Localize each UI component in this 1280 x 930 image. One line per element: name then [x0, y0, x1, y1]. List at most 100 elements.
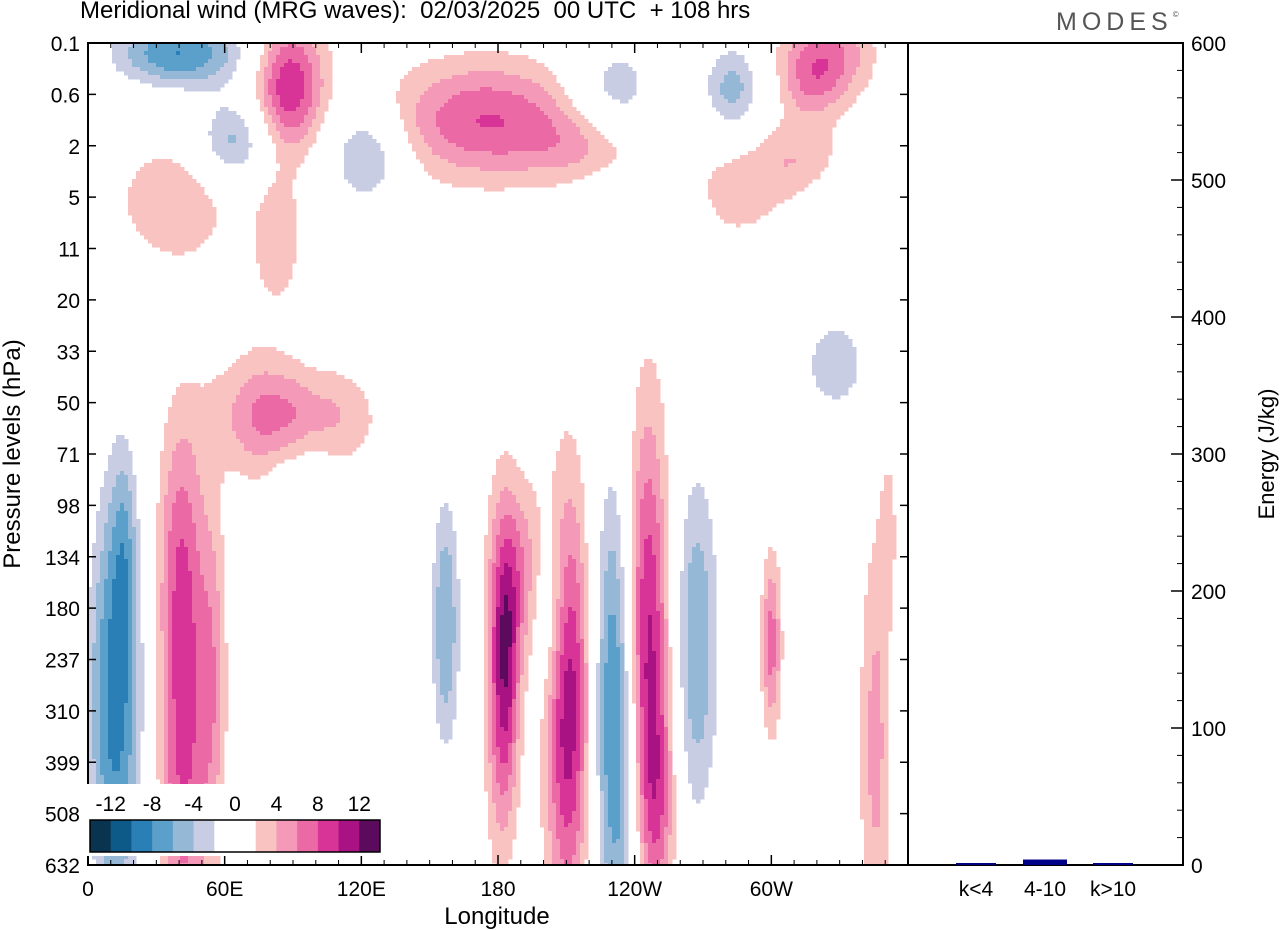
- heatmap-cell: [168, 159, 173, 164]
- heatmap-cell: [272, 271, 277, 276]
- heatmap-cell: [368, 415, 373, 420]
- heatmap-cell: [820, 51, 825, 56]
- heatmap-cell: [240, 379, 245, 384]
- heatmap-cell: [276, 239, 281, 244]
- heatmap-cell: [824, 79, 829, 84]
- heatmap-cell: [260, 387, 265, 392]
- heatmap-cell: [244, 127, 249, 132]
- heatmap-cell: [596, 167, 601, 172]
- heatmap-cell: [444, 143, 449, 148]
- heatmap-cell: [292, 243, 297, 248]
- heatmap-cell: [336, 403, 341, 408]
- heatmap-cell: [236, 147, 241, 152]
- heatmap-cell: [288, 219, 293, 224]
- heatmap-cell: [592, 155, 597, 160]
- heatmap-cell: [168, 67, 173, 72]
- heatmap-cell: [516, 131, 521, 136]
- heatmap-cell: [248, 367, 253, 372]
- heatmap-cell: [504, 183, 509, 188]
- heatmap-cell: [280, 163, 285, 168]
- heatmap-cell: [792, 71, 797, 76]
- heatmap-cell: [184, 47, 189, 52]
- heatmap-cell: [720, 79, 725, 84]
- heatmap-cell: [836, 83, 841, 88]
- heatmap-cell: [840, 379, 845, 384]
- heatmap-cell: [836, 79, 841, 84]
- heatmap-cell: [820, 163, 825, 168]
- heatmap-cell: [220, 119, 225, 124]
- heatmap-cell: [544, 147, 549, 152]
- heatmap-cell: [524, 131, 529, 136]
- heatmap-cell: [508, 155, 513, 160]
- heatmap-cell: [276, 395, 281, 400]
- heatmap-cell: [728, 51, 733, 56]
- heatmap-cell: [276, 55, 281, 60]
- heatmap-cell: [264, 407, 269, 412]
- heatmap-cell: [456, 67, 461, 72]
- heatmap-cell: [744, 87, 749, 92]
- heatmap-cell: [792, 107, 797, 112]
- heatmap-cell: [264, 263, 269, 268]
- heatmap-cell: [336, 379, 341, 384]
- heatmap-cell: [520, 159, 525, 164]
- heatmap-cell: [208, 47, 213, 52]
- heatmap-cell: [128, 47, 133, 52]
- heatmap-cell: [304, 91, 309, 96]
- heatmap-cell: [820, 99, 825, 104]
- heatmap-cell: [792, 163, 797, 168]
- heatmap-cell: [284, 95, 289, 100]
- heatmap-cell: [432, 123, 437, 128]
- heatmap-cell: [812, 47, 817, 52]
- heatmap-cell: [488, 103, 493, 108]
- heatmap-cell: [192, 407, 197, 412]
- heatmap-cell: [352, 415, 357, 420]
- heatmap-cell: [516, 99, 521, 104]
- heatmap-cell: [812, 355, 817, 360]
- heatmap-cell: [512, 107, 517, 112]
- heatmap-cell: [268, 359, 273, 364]
- heatmap-cell: [176, 175, 181, 180]
- heatmap-cell: [292, 371, 297, 376]
- heatmap-cell: [808, 79, 813, 84]
- heatmap-cell: [432, 131, 437, 136]
- heatmap-cell: [264, 383, 269, 388]
- heatmap-cell: [792, 91, 797, 96]
- heatmap-cell: [272, 347, 277, 352]
- heatmap-cell: [320, 387, 325, 392]
- heatmap-cell: [716, 87, 721, 92]
- heatmap-cell: [344, 147, 349, 152]
- heatmap-cell: [460, 87, 465, 92]
- heatmap-cell: [164, 163, 169, 168]
- heatmap-cell: [552, 151, 557, 156]
- heatmap-cell: [800, 119, 805, 124]
- heatmap-cell: [308, 123, 313, 128]
- heatmap-cell: [556, 135, 561, 140]
- heatmap-cell: [800, 155, 805, 160]
- heatmap-cell: [144, 79, 149, 84]
- heatmap-cell: [204, 231, 209, 236]
- heatmap-cell: [808, 111, 813, 116]
- heatmap-cell: [324, 379, 329, 384]
- heatmap-cell: [440, 179, 445, 184]
- heatmap-cell: [748, 95, 753, 100]
- heatmap-cell: [864, 71, 869, 76]
- heatmap-cell: [220, 79, 225, 84]
- heatmap-cell: [828, 391, 833, 396]
- heatmap-cell: [808, 163, 813, 168]
- heatmap-cell: [800, 111, 805, 116]
- heatmap-cell: [724, 63, 729, 68]
- heatmap-cell: [320, 111, 325, 116]
- heatmap-cell: [496, 67, 501, 72]
- heatmap-cell: [640, 407, 645, 412]
- heatmap-cell: [844, 51, 849, 56]
- heatmap-cell: [644, 379, 649, 384]
- heatmap-cell: [536, 67, 541, 72]
- heatmap-cell: [140, 175, 145, 180]
- heatmap-cell: [360, 399, 365, 404]
- heatmap-cell: [184, 79, 189, 84]
- heatmap-cell: [200, 403, 205, 408]
- heatmap-cell: [792, 99, 797, 104]
- heatmap-cell: [464, 123, 469, 128]
- heatmap-cell: [280, 251, 285, 256]
- heatmap-cell: [816, 99, 821, 104]
